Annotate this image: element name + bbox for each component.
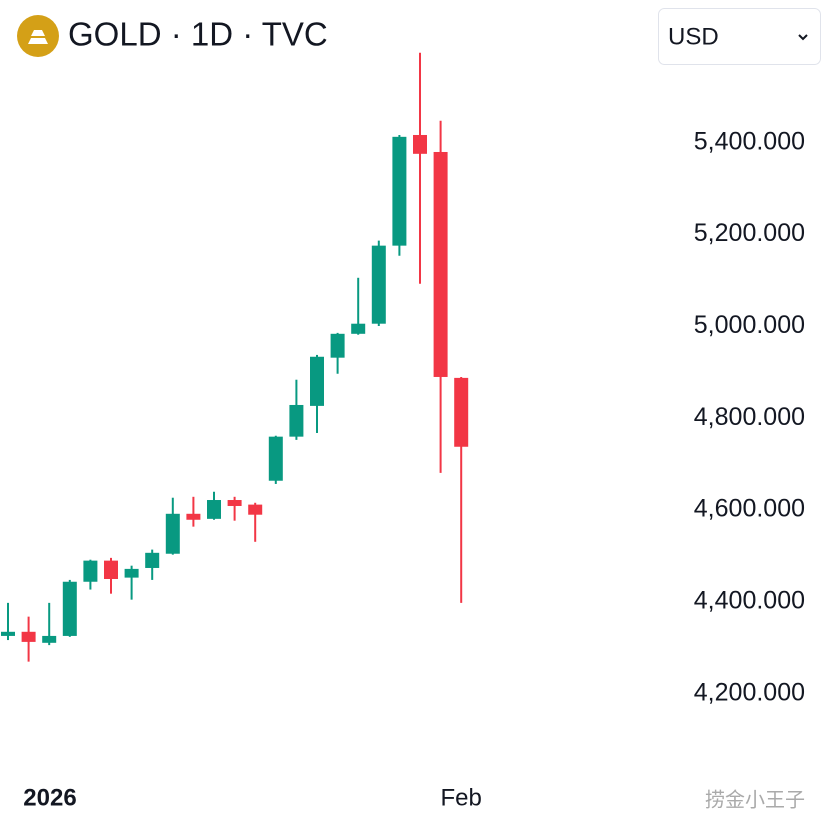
y-tick-label: 4,400.000	[694, 587, 805, 615]
candle-body	[207, 500, 221, 519]
symbol-icon	[17, 15, 59, 57]
candle-body	[145, 552, 160, 568]
candle-body	[42, 635, 57, 643]
x-tick-label: 2026	[23, 784, 76, 811]
watermark: 捞金小王子	[705, 788, 805, 811]
header-title: GOLD · 1D · TVC	[68, 16, 328, 53]
y-tick-label: 5,000.000	[694, 311, 805, 339]
candle-body	[268, 436, 283, 481]
y-tick-label: 5,400.000	[694, 127, 805, 155]
candle-body	[83, 560, 98, 582]
candle-body	[310, 356, 324, 406]
candle-body	[433, 151, 448, 377]
currency-select[interactable]	[658, 8, 821, 65]
y-tick-label: 4,200.000	[694, 678, 805, 706]
candle-body	[351, 323, 366, 334]
candle-body	[186, 513, 201, 520]
candle-body	[104, 560, 118, 579]
candle-body	[165, 513, 180, 554]
candle-body	[1, 631, 15, 636]
candle-body	[413, 134, 427, 154]
y-tick-label: 4,600.000	[694, 495, 805, 523]
currency-label: USD	[668, 23, 719, 50]
dropdown-arrow	[798, 34, 808, 41]
candle-body	[454, 377, 469, 447]
y-tick-label: 5,200.000	[694, 219, 805, 247]
candle-body	[248, 504, 263, 515]
candle-body	[21, 631, 36, 642]
candle-body	[330, 333, 345, 358]
candle-body	[62, 581, 77, 636]
candle-body	[124, 568, 139, 578]
candle-body	[392, 136, 407, 246]
y-tick-label: 4,800.000	[694, 403, 805, 431]
candle-body	[371, 245, 386, 324]
candle-body	[289, 404, 304, 437]
x-tick-label: Feb	[441, 784, 482, 811]
candle-body	[227, 500, 242, 506]
